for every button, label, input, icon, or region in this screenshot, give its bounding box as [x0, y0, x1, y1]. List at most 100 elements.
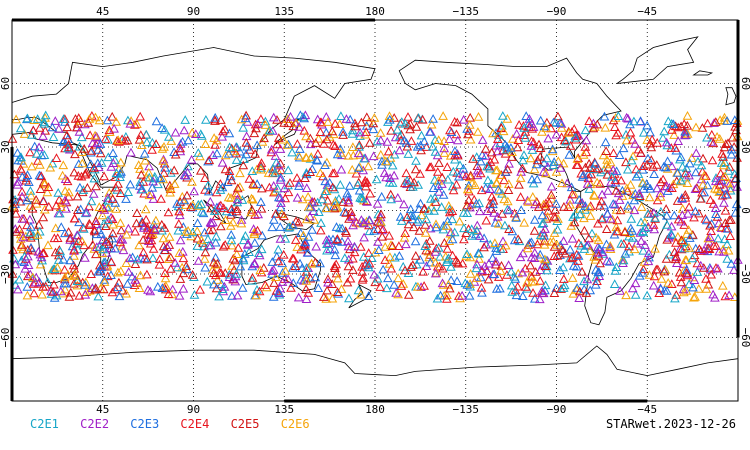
observation-marker — [493, 184, 504, 194]
observation-marker — [42, 187, 53, 197]
observation-marker — [681, 255, 692, 265]
observation-marker — [15, 196, 26, 206]
observation-marker — [343, 241, 354, 251]
observation-marker — [538, 288, 549, 298]
observation-marker — [622, 164, 633, 174]
observation-marker — [689, 292, 699, 302]
observation-marker — [116, 225, 127, 235]
observation-marker — [355, 150, 366, 159]
observation-marker — [625, 179, 636, 189]
observation-marker — [403, 219, 414, 229]
observation-marker — [549, 251, 560, 260]
observation-marker — [599, 111, 610, 121]
observation-marker — [620, 227, 630, 237]
observation-marker — [158, 174, 169, 184]
observation-marker — [165, 252, 176, 262]
observation-marker — [267, 222, 278, 232]
lat-tick-label: 0 — [739, 207, 750, 214]
observation-marker — [593, 163, 604, 173]
observation-marker — [506, 266, 517, 276]
observation-marker — [567, 189, 578, 199]
observation-marker — [172, 199, 182, 208]
observation-marker — [507, 133, 518, 143]
observation-marker — [218, 241, 229, 251]
observation-marker — [200, 262, 211, 272]
observation-marker — [357, 266, 368, 276]
observation-marker — [658, 161, 669, 171]
observation-marker — [636, 148, 646, 157]
observation-marker — [35, 159, 45, 169]
observation-marker — [114, 291, 125, 301]
observation-marker — [467, 231, 477, 240]
observation-marker — [329, 261, 340, 271]
observation-marker — [553, 214, 563, 223]
observation-marker — [489, 269, 500, 278]
observation-marker — [502, 196, 513, 206]
observation-marker — [278, 249, 289, 259]
observation-marker — [459, 223, 469, 233]
observation-marker — [430, 257, 441, 267]
observation-marker — [670, 254, 681, 264]
observation-marker — [681, 267, 692, 277]
observation-marker — [16, 239, 27, 249]
observation-marker — [344, 181, 355, 190]
observation-marker — [589, 190, 599, 199]
observation-marker — [556, 122, 567, 132]
observation-marker — [400, 228, 411, 237]
observation-marker — [62, 176, 73, 186]
observation-marker — [393, 289, 403, 299]
observation-marker — [315, 127, 326, 136]
observation-marker — [230, 255, 241, 265]
observation-marker — [408, 210, 418, 220]
observation-marker — [283, 274, 293, 284]
observation-marker — [330, 263, 340, 272]
observation-marker — [276, 198, 286, 207]
observation-marker — [227, 240, 237, 250]
observation-marker — [452, 135, 463, 145]
observation-marker — [535, 151, 546, 161]
observation-marker — [611, 262, 622, 271]
observation-marker — [251, 123, 261, 133]
observation-marker — [535, 115, 546, 125]
observation-marker — [697, 123, 708, 132]
observation-marker — [611, 166, 622, 176]
observation-marker — [227, 291, 237, 300]
observation-marker — [183, 135, 194, 145]
observation-marker — [471, 198, 482, 208]
observation-marker — [726, 149, 737, 159]
observation-marker — [198, 208, 209, 218]
observation-marker — [402, 175, 412, 185]
observation-marker — [138, 176, 149, 186]
observation-marker — [372, 136, 382, 146]
observation-marker — [630, 278, 641, 288]
observation-marker — [552, 224, 563, 234]
observation-marker — [94, 241, 105, 251]
observation-marker — [80, 289, 91, 299]
observation-marker — [32, 114, 43, 123]
observation-marker — [280, 266, 291, 275]
observation-marker — [136, 140, 147, 149]
observation-marker — [706, 129, 717, 139]
observation-marker — [645, 183, 656, 193]
observation-marker — [322, 239, 332, 248]
observation-marker — [480, 143, 491, 153]
observation-marker — [556, 118, 567, 128]
observation-marker — [666, 125, 677, 134]
observation-marker — [537, 210, 548, 220]
observation-marker — [310, 138, 321, 147]
observation-marker — [136, 169, 147, 179]
observation-marker — [553, 111, 563, 121]
observation-marker — [482, 161, 492, 171]
observation-marker — [498, 145, 508, 155]
observation-marker — [446, 127, 457, 136]
observation-marker — [25, 227, 36, 237]
observation-marker — [526, 140, 537, 150]
observation-marker — [638, 264, 649, 274]
observation-marker — [142, 269, 152, 279]
observation-marker — [683, 208, 693, 218]
observation-marker — [644, 270, 655, 279]
observation-marker — [396, 117, 407, 126]
observation-marker — [399, 178, 410, 188]
observation-marker — [450, 146, 460, 155]
